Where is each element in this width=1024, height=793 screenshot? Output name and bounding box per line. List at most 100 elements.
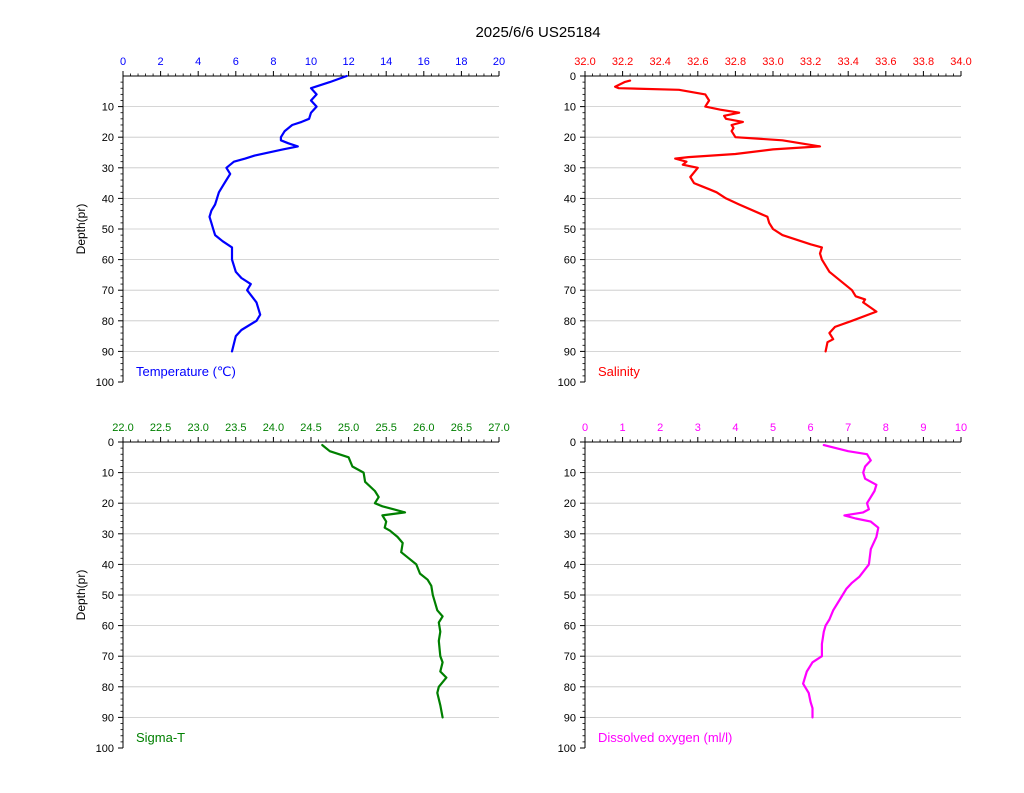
temperature-y-tick-label: 40 [102,193,114,205]
salinity-x-tick-label: 32.8 [725,56,746,68]
temperature-panel: 0 2 4 6 8 10 12 14 16 18 20 10 20 30 40 50 60 70 80 90 100 De… [74,56,505,389]
sigma-t-y-tick-label: 20 [102,498,114,510]
sigma-t-x-tick-label: 26.0 [413,422,434,434]
dissolved-oxygen-x-tick-label: 3 [695,422,701,434]
sigma-t-series-label: Sigma-T [136,730,185,745]
dissolved-oxygen-x-tick-label: 8 [883,422,889,434]
temperature-x-tick-label: 4 [195,56,201,68]
salinity-y-tick-label: 70 [564,285,576,297]
salinity-x-tick-label: 32.4 [649,56,670,68]
sigma-t-y-tick-label: 0 [108,437,114,449]
dissolved-oxygen-x-tick-label: 7 [845,422,851,434]
salinity-y-tick-label: 0 [570,71,576,83]
dissolved-oxygen-x-tick-label: 5 [770,422,776,434]
temperature-y-tick-label: 20 [102,132,114,144]
salinity-x-tick-label: 34.0 [950,56,971,68]
sigma-t-panel: 22.0 22.5 23.0 23.5 24.0 24.5 25.0 25.5 26.0 26.5… [74,422,510,755]
chart-title: 2025/6/6 US25184 [475,24,600,41]
salinity-x-tick-label: 33.0 [762,56,783,68]
sigma-t-x-tick-label: 22.0 [112,422,133,434]
temperature-x-tick-label: 16 [418,56,430,68]
dissolved-oxygen-y-tick-label: 50 [564,590,576,602]
temperature-x-tick-label: 12 [342,56,354,68]
sigma-t-x-tick-label: 27.0 [488,422,509,434]
temperature-x-tick-label: 2 [158,56,164,68]
salinity-y-tick-label: 90 [564,346,576,358]
sigma-t-y-tick-label: 30 [102,529,114,541]
sigma-t-x-tick-label: 23.0 [187,422,208,434]
dissolved-oxygen-y-tick-label: 100 [558,743,576,755]
temperature-x-tick-label: 8 [270,56,276,68]
sigma-t-profile-line [321,444,448,719]
temperature-series-label: Temperature (℃) [136,364,236,379]
dissolved-oxygen-x-tick-label: 1 [620,422,626,434]
temperature-y-tick-label: 10 [102,102,114,114]
temperature-x-tick-label: 0 [120,56,126,68]
temperature-y-tick-label: 50 [102,224,114,236]
sigma-t-x-tick-label: 23.5 [225,422,246,434]
sigma-t-y-tick-label: 90 [102,712,114,724]
sigma-t-y-tick-label: 60 [102,621,114,633]
dissolved-oxygen-y-tick-label: 30 [564,529,576,541]
dissolved-oxygen-y-tick-label: 80 [564,682,576,694]
sigma-t-x-tick-label: 24.0 [263,422,284,434]
temperature-y-tick-label: 70 [102,285,114,297]
salinity-x-tick-label: 33.6 [875,56,896,68]
temperature-x-tick-label: 20 [493,56,505,68]
dissolved-oxygen-y-tick-label: 0 [570,437,576,449]
salinity-x-tick-label: 32.0 [574,56,595,68]
salinity-x-tick-label: 32.6 [687,56,708,68]
salinity-x-tick-label: 32.2 [612,56,633,68]
salinity-y-tick-label: 20 [564,132,576,144]
dissolved-oxygen-x-tick-label: 0 [582,422,588,434]
dissolved-oxygen-profile-line [802,444,880,719]
dissolved-oxygen-y-tick-label: 10 [564,468,576,480]
dissolved-oxygen-y-tick-label: 70 [564,651,576,663]
temperature-x-tick-label: 10 [305,56,317,68]
salinity-y-tick-label: 50 [564,224,576,236]
temperature-y-tick-label: 100 [96,377,114,389]
dissolved-oxygen-y-tick-label: 20 [564,498,576,510]
salinity-series-label: Salinity [598,364,640,379]
sigma-t-y-tick-label: 70 [102,651,114,663]
salinity-x-tick-label: 33.2 [800,56,821,68]
dissolved-oxygen-panel: 0 1 2 3 4 5 6 7 8 9 100102030405060708090100Dissol… [558,422,967,755]
temperature-y-tick-label: 90 [102,346,114,358]
sigma-t-x-tick-label: 25.5 [375,422,396,434]
sigma-t-x-tick-label: 24.5 [300,422,321,434]
dissolved-oxygen-y-tick-label: 40 [564,559,576,571]
temperature-y-tick-label: 30 [102,163,114,175]
dissolved-oxygen-x-tick-label: 9 [920,422,926,434]
sigma-t-y-tick-label: 100 [96,743,114,755]
sigma-t-x-tick-label: 25.0 [338,422,359,434]
temperature-y-axis-title: Depth(pr) [74,204,88,255]
sigma-t-y-tick-label: 10 [102,468,114,480]
dissolved-oxygen-x-tick-label: 6 [808,422,814,434]
salinity-x-tick-label: 33.8 [913,56,934,68]
salinity-panel: 32.0 32.2 32.4 32.6 32.8 33.0 33.2 33.4 33.6 33.8… [558,56,972,389]
sigma-t-y-tick-label: 80 [102,682,114,694]
salinity-y-tick-label: 100 [558,377,576,389]
dissolved-oxygen-x-tick-label: 4 [732,422,738,434]
temperature-x-tick-label: 14 [380,56,392,68]
temperature-x-tick-label: 6 [233,56,239,68]
dissolved-oxygen-x-tick-label: 2 [657,422,663,434]
temperature-profile-line [208,74,348,353]
salinity-x-tick-label: 33.4 [837,56,858,68]
sigma-t-y-tick-label: 50 [102,590,114,602]
salinity-y-tick-label: 40 [564,193,576,205]
sigma-t-y-tick-label: 40 [102,559,114,571]
sigma-t-x-tick-label: 22.5 [150,422,171,434]
sigma-t-y-axis-title: Depth(pr) [74,570,88,621]
salinity-profile-line [614,79,878,353]
salinity-y-tick-label: 80 [564,316,576,328]
temperature-y-tick-label: 80 [102,316,114,328]
dissolved-oxygen-x-tick-label: 10 [955,422,967,434]
temperature-y-tick-label: 60 [102,255,114,267]
sigma-t-x-tick-label: 26.5 [451,422,472,434]
dissolved-oxygen-y-tick-label: 60 [564,621,576,633]
dissolved-oxygen-y-tick-label: 90 [564,712,576,724]
salinity-y-tick-label: 60 [564,255,576,267]
salinity-y-tick-label: 10 [564,102,576,114]
